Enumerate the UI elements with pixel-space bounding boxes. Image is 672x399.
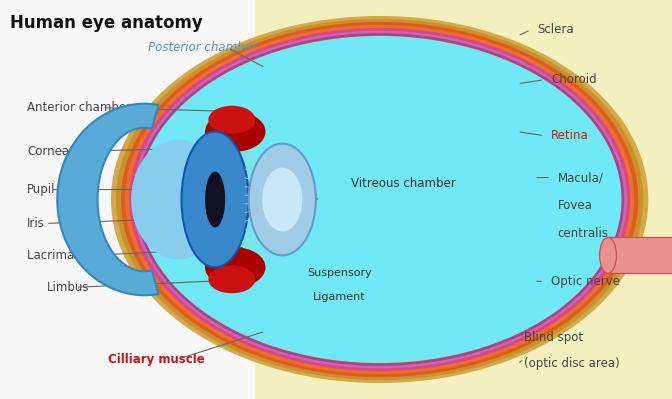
Ellipse shape [181,132,249,267]
Text: Choroid: Choroid [551,73,597,86]
Text: Limbus: Limbus [47,281,89,294]
Ellipse shape [138,36,622,363]
Text: Cornea: Cornea [27,145,69,158]
Text: (optic disc area): (optic disc area) [524,358,620,370]
Text: centralis: centralis [558,227,609,240]
Text: Vitreous chamber: Vitreous chamber [351,177,456,190]
Text: Anterior chamber: Anterior chamber [27,101,131,114]
Text: Cilliary muscle: Cilliary muscle [108,353,204,365]
Polygon shape [57,104,158,295]
Text: Lacrimal fluid: Lacrimal fluid [27,249,108,262]
Ellipse shape [205,172,225,227]
Polygon shape [608,237,672,273]
Text: Retina: Retina [551,129,589,142]
Text: Pupil: Pupil [27,183,56,196]
Text: Human eye anatomy: Human eye anatomy [10,14,203,32]
Ellipse shape [249,144,316,255]
Ellipse shape [599,237,616,273]
FancyBboxPatch shape [0,0,255,399]
Ellipse shape [125,25,634,374]
Text: Iris: Iris [27,217,45,230]
Ellipse shape [129,28,630,371]
Text: Fovea: Fovea [558,199,593,212]
Ellipse shape [116,19,643,380]
Ellipse shape [132,31,627,368]
Text: Sclera: Sclera [538,24,574,36]
Ellipse shape [208,265,255,293]
Ellipse shape [262,168,302,231]
Ellipse shape [135,33,624,366]
Text: Macula/: Macula/ [558,171,603,184]
Ellipse shape [208,106,255,134]
Ellipse shape [205,247,265,287]
Text: Blind spot: Blind spot [524,331,583,344]
Text: Suspensory: Suspensory [307,268,372,279]
Text: Optic nerve: Optic nerve [551,275,620,288]
Text: Lens: Lens [292,191,319,204]
Text: Posterior chamber: Posterior chamber [148,41,257,54]
Ellipse shape [205,112,265,152]
Ellipse shape [121,22,638,377]
Ellipse shape [137,35,622,364]
Ellipse shape [131,140,225,259]
Text: Ligament: Ligament [313,292,366,302]
Ellipse shape [111,16,648,383]
